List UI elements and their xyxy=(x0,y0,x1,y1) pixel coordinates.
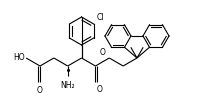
Text: O: O xyxy=(97,85,102,94)
Text: Cl: Cl xyxy=(97,13,104,22)
Text: O: O xyxy=(99,48,105,57)
Text: HO: HO xyxy=(14,54,25,63)
Text: O: O xyxy=(37,86,43,95)
Text: NH₂: NH₂ xyxy=(60,81,75,90)
